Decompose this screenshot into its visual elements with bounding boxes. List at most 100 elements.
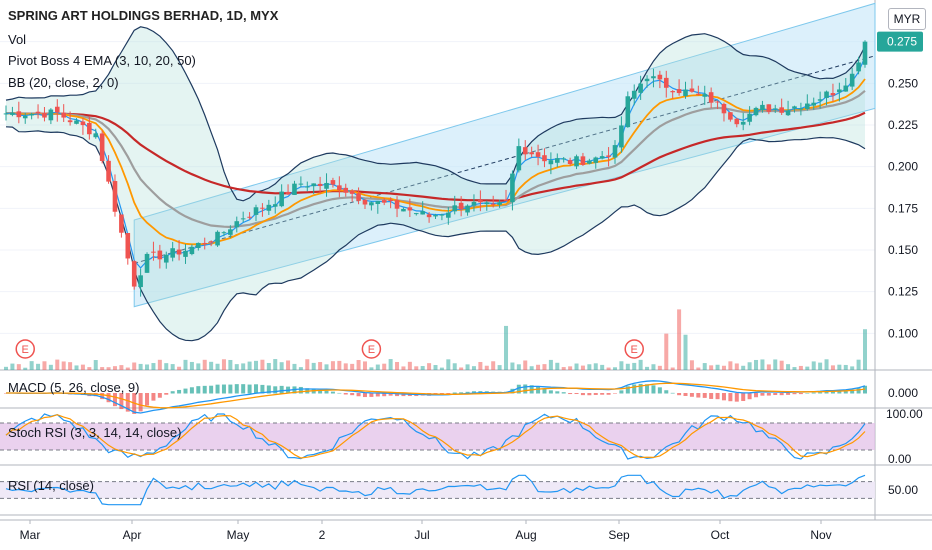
macd-histogram-bar [189, 387, 194, 394]
volume-bar [619, 361, 624, 370]
volume-bar [555, 362, 560, 370]
volume-bar [119, 365, 124, 370]
volume-bar [728, 361, 733, 370]
macd-histogram-bar [600, 393, 605, 395]
macd-histogram-bar [157, 393, 162, 398]
macd-histogram-bar [657, 387, 662, 394]
macd-histogram-bar [625, 386, 630, 394]
stoch-tick-label: 100.00 [886, 407, 923, 421]
candle-body [317, 183, 323, 186]
time-tick-label: Apr [123, 528, 142, 542]
candle-body [753, 107, 759, 116]
macd-histogram-bar [689, 393, 694, 397]
candle-body [215, 231, 220, 246]
candle-body [304, 186, 310, 188]
volume-bar [395, 361, 400, 370]
candle-body [285, 191, 291, 195]
candle-body [683, 89, 688, 96]
time-axis[interactable]: Mar Apr May 2 Jul Aug Sep Oct Nov [20, 520, 832, 542]
candle-body [715, 101, 720, 103]
volume-bar [36, 363, 41, 370]
volume-bar [164, 363, 169, 370]
macd-label[interactable]: MACD (5, 26, close, 9) [8, 380, 140, 395]
macd-histogram-bar [337, 392, 342, 394]
volume-bar [593, 363, 598, 370]
volume-bar [754, 359, 759, 370]
candle-body [138, 275, 143, 288]
volume-bar [792, 367, 797, 370]
currency-button[interactable]: MYR [888, 8, 926, 30]
macd-histogram-bar [645, 384, 650, 394]
macd-histogram-bar [555, 391, 560, 394]
volume-bar [798, 365, 803, 370]
price-axis[interactable]: 0.100 0.125 0.150 0.175 0.200 0.225 0.250 0.275… [877, 31, 923, 497]
candle-body [849, 73, 855, 87]
candlesticks[interactable] [3, 40, 868, 297]
rsi-label[interactable]: RSI (14, close) [8, 478, 94, 493]
candle-body [80, 121, 86, 126]
volume-bar [420, 366, 425, 370]
macd-histogram-bar [574, 393, 579, 395]
candle-body [856, 62, 861, 72]
macd-histogram-bar [196, 386, 201, 394]
volume-bar [29, 361, 34, 370]
macd-histogram-bar [779, 393, 784, 396]
stoch-d-line [5, 414, 866, 459]
volume-bar [548, 359, 553, 370]
candle-body [510, 173, 515, 203]
candle-body [785, 110, 791, 116]
candle-body [292, 183, 297, 195]
chart-title: SPRING ART HOLDINGS BERHAD, 1D, MYX [8, 8, 279, 23]
macd-histogram-bar [215, 384, 220, 394]
macd-histogram-bar [112, 393, 117, 407]
candle-body [330, 180, 336, 185]
volume-bar [362, 361, 367, 370]
bb-label[interactable]: BB (20, close, 2, 0) [8, 75, 119, 90]
candle-body [10, 112, 15, 115]
macd-histogram-bar [382, 393, 387, 397]
volume-bar [305, 359, 310, 370]
candle-body [349, 190, 355, 194]
macd-histogram-bar [362, 393, 367, 398]
macd-histogram-bar [619, 390, 624, 394]
candle-body [221, 232, 227, 234]
macd-histogram-bar [375, 393, 380, 397]
volume-bar [574, 363, 579, 370]
macd-histogram-bar [837, 391, 842, 394]
macd-histogram-bar [542, 388, 547, 394]
macd-histogram-bar [177, 389, 182, 394]
candle-body [61, 112, 66, 118]
volume-bar [766, 364, 771, 370]
candle-body [16, 111, 22, 118]
candle-body [48, 109, 54, 121]
volume-bar [645, 366, 650, 370]
candle-body [343, 187, 349, 193]
price-tick-label: 0.175 [888, 201, 918, 215]
ema-label[interactable]: Pivot Boss 4 EMA (3, 10, 20, 50) [8, 53, 196, 68]
volume-bar [100, 367, 105, 370]
stoch-rsi-label[interactable]: Stoch RSI (3, 3, 14, 14, close) [8, 425, 182, 440]
macd-histogram-bar [702, 393, 707, 398]
rsi-tick-label: 50.00 [888, 483, 918, 497]
candle-body [67, 120, 73, 123]
volume-bar [863, 329, 867, 370]
volume-bar [760, 359, 765, 370]
candle-body [606, 155, 611, 157]
macd-histogram-bar [856, 388, 861, 394]
macd-histogram-bar [125, 393, 130, 412]
volume-bar [401, 366, 406, 370]
volume-label[interactable]: Vol [8, 32, 27, 47]
volume-bar [471, 366, 476, 370]
macd-histogram-bar [548, 390, 553, 394]
macd-histogram-bar [568, 393, 573, 395]
ema-10-line [5, 78, 866, 246]
earnings-event-icon [624, 339, 644, 359]
volume-bar [536, 364, 541, 370]
macd-histogram-bar [356, 393, 361, 397]
volume-bar [580, 365, 585, 370]
candle-body [696, 93, 701, 95]
time-tick-label: Sep [608, 528, 630, 542]
volume-bar [664, 333, 669, 370]
